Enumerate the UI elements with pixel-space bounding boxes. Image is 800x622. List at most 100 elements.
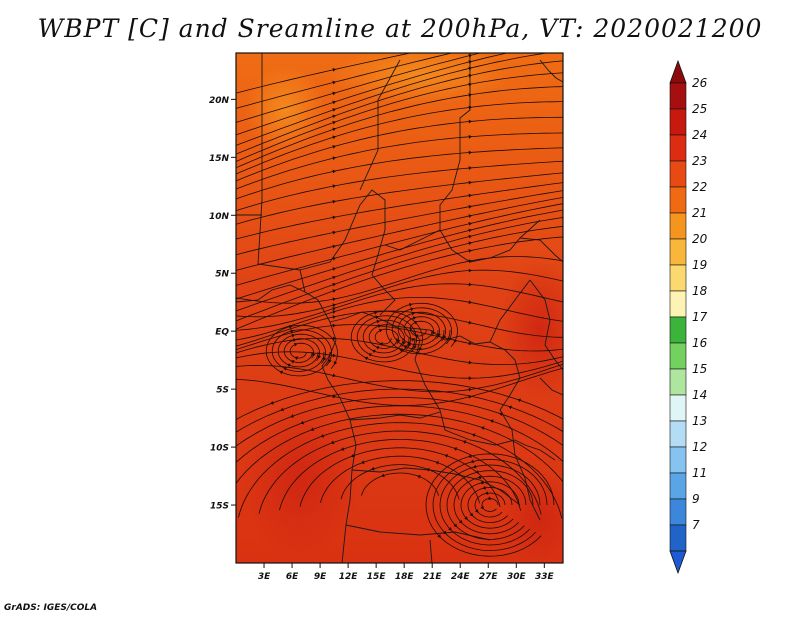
streamline-arrowhead — [468, 454, 472, 459]
streamline — [236, 190, 563, 256]
streamlines — [236, 53, 563, 557]
streamline-arrowhead — [332, 267, 336, 271]
colorbar-swatch — [669, 498, 687, 526]
colorbar-label: 14 — [692, 388, 707, 402]
streamline-arrowhead — [332, 394, 336, 399]
streamline — [236, 203, 563, 286]
streamline-arrowhead — [468, 134, 472, 139]
streamline — [236, 53, 413, 94]
streamline — [271, 329, 333, 372]
streamline-arrowhead — [377, 324, 382, 328]
streamline-arrowhead — [414, 334, 419, 339]
streamline — [385, 302, 459, 355]
streamline — [236, 269, 563, 318]
streamline — [432, 458, 548, 552]
lon-tick-label: 6E — [286, 572, 299, 582]
streamline-arrowhead — [332, 306, 336, 311]
streamline — [236, 310, 563, 347]
streamline-arrowhead — [332, 289, 336, 293]
streamline-arrowhead — [468, 360, 472, 365]
lat-tick-label: 10S — [210, 444, 229, 454]
colorbar-label: 9 — [692, 492, 700, 506]
country-borders — [236, 53, 563, 563]
streamline-arrowhead — [517, 398, 522, 403]
streamline — [236, 53, 454, 109]
colorbar-label: 15 — [692, 362, 707, 376]
latitude-axis: 20N 15N 10N 5N EQ 5S 10S 15S — [209, 96, 236, 512]
colorbar-swatch — [669, 316, 687, 344]
lat-tick-label: 15S — [210, 502, 229, 512]
streamline-arrowhead — [508, 405, 512, 410]
streamline — [474, 492, 506, 518]
streamline — [236, 53, 482, 123]
streamline — [236, 101, 563, 175]
streamline-arrowhead — [468, 47, 472, 51]
colorbar-swatch — [669, 108, 687, 136]
streamline-arrowhead — [397, 339, 401, 343]
streamline-arrowhead — [279, 370, 284, 375]
lon-tick-label: 12E — [339, 572, 359, 582]
streamline-arrowhead — [320, 433, 325, 438]
streamline-arrowhead — [317, 355, 322, 359]
map-frame — [235, 52, 564, 564]
streamline — [236, 397, 563, 447]
streamline-arrowhead — [453, 523, 458, 528]
streamline-arrowhead — [453, 339, 458, 343]
colorbar-bottom-triangle — [669, 550, 687, 575]
streamline-arrowhead — [292, 338, 297, 342]
streamline-arrowhead — [293, 342, 298, 347]
streamline-arrowhead — [480, 426, 485, 431]
streamline-arrowhead — [474, 509, 479, 513]
lon-tick-label: 30E — [507, 572, 527, 582]
streamline — [236, 217, 563, 312]
streamline-arrowhead — [402, 341, 407, 345]
streamline — [236, 53, 550, 146]
streamline — [236, 256, 563, 304]
streamline-arrowhead — [300, 420, 305, 425]
streamline-arrowhead — [332, 127, 336, 132]
colorbar-swatch — [669, 290, 687, 318]
streamline-arrowhead — [468, 204, 472, 209]
streamline-arrowhead — [371, 466, 375, 471]
streamline-arrowhead — [468, 39, 472, 43]
streamline-arrowhead — [468, 387, 472, 392]
streamline-arrowhead — [403, 345, 407, 349]
streamline — [236, 72, 563, 162]
streamline-arrowhead — [340, 447, 345, 451]
colorbar-label: 7 — [692, 518, 700, 532]
streamline-arrowhead — [332, 303, 336, 308]
streamline-arrowhead — [468, 214, 472, 218]
streamline — [460, 481, 520, 529]
streamline-arrowhead — [468, 376, 472, 381]
streamline — [425, 453, 555, 557]
map-title: WBPT [C] and Sreamline at 200hPa, VT: 20… — [37, 14, 763, 43]
streamline-arrowhead — [406, 341, 411, 346]
lat-tick-label: 5S — [216, 386, 229, 396]
streamline-arrowhead — [332, 80, 336, 85]
streamline — [236, 225, 563, 322]
streamline-arrowhead — [294, 356, 299, 361]
streamline — [236, 53, 509, 136]
streamline-arrowhead — [468, 241, 472, 246]
streamline-arrowhead — [332, 199, 336, 204]
streamline — [277, 333, 327, 368]
streamline — [446, 470, 534, 540]
lon-tick-label: 27E — [479, 572, 499, 582]
colorbar-swatch — [669, 212, 687, 240]
streamline-arrowhead — [332, 256, 336, 261]
colorbar-label: 13 — [692, 414, 707, 428]
streamline-arrowhead — [332, 282, 336, 287]
streamline-arrowhead — [332, 91, 336, 96]
streamline-arrowhead — [468, 53, 472, 58]
colorbar-swatch — [669, 264, 687, 292]
streamline-arrowhead — [373, 310, 378, 315]
streamline-arrowhead — [469, 512, 474, 517]
streamline-arrowhead — [480, 505, 484, 510]
streamline — [320, 455, 480, 504]
streamline-arrowhead — [487, 496, 491, 501]
streamline-arrowhead — [283, 367, 287, 371]
streamline — [350, 310, 424, 363]
streamline-arrowhead — [332, 108, 336, 112]
streamline-arrowhead — [468, 228, 472, 233]
